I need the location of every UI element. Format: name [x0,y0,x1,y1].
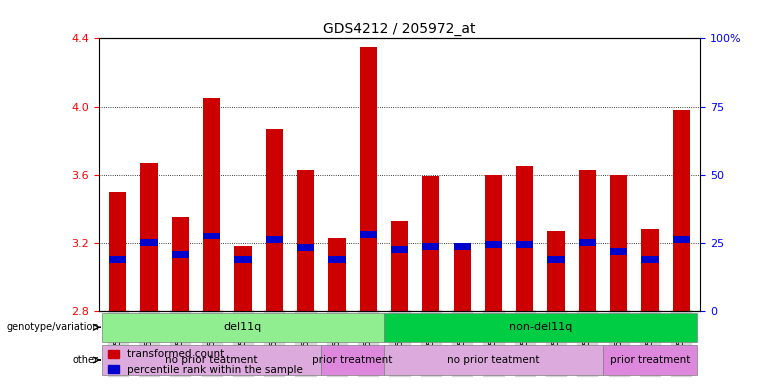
Text: prior treatment: prior treatment [610,355,690,365]
Text: del11q: del11q [224,322,262,332]
Bar [422,243,439,250]
Text: other: other [73,355,99,365]
Bar [454,243,471,311]
Bar [485,175,502,311]
Bar [673,236,690,243]
Text: no prior teatment: no prior teatment [165,355,258,365]
Bar [642,229,658,311]
Bar [172,251,189,258]
Bar [297,170,314,311]
Text: no prior teatment: no prior teatment [447,355,540,365]
Bar [109,192,126,311]
FancyBboxPatch shape [384,313,697,342]
Bar [642,257,658,263]
FancyBboxPatch shape [603,345,697,375]
Bar [547,231,565,311]
Bar [234,246,252,311]
Bar [266,129,283,311]
Bar [454,243,471,250]
Bar [266,236,283,243]
Bar [391,221,408,311]
FancyBboxPatch shape [102,345,321,375]
Bar [234,257,252,263]
Bar [547,257,565,263]
Bar [141,239,158,246]
Legend: transformed count, percentile rank within the sample: transformed count, percentile rank withi… [104,345,307,379]
Bar [673,110,690,311]
Bar [579,170,596,311]
Bar [422,176,439,311]
Bar [360,47,377,311]
FancyBboxPatch shape [321,345,384,375]
Bar [610,175,627,311]
Bar [328,257,345,263]
Bar [328,238,345,311]
Text: genotype/variation: genotype/variation [6,322,99,332]
Bar [297,245,314,251]
Text: prior treatment: prior treatment [312,355,393,365]
Bar [391,246,408,253]
Bar [203,98,220,311]
FancyBboxPatch shape [384,345,603,375]
Bar [485,241,502,248]
Bar [610,248,627,255]
Bar [109,257,126,263]
Bar [579,239,596,246]
Bar [172,217,189,311]
Bar [203,233,220,239]
Bar [360,231,377,238]
Title: GDS4212 / 205972_at: GDS4212 / 205972_at [323,22,476,36]
Bar [141,163,158,311]
Bar [516,241,533,248]
FancyBboxPatch shape [102,313,384,342]
Bar [516,166,533,311]
Text: non-del11q: non-del11q [509,322,572,332]
